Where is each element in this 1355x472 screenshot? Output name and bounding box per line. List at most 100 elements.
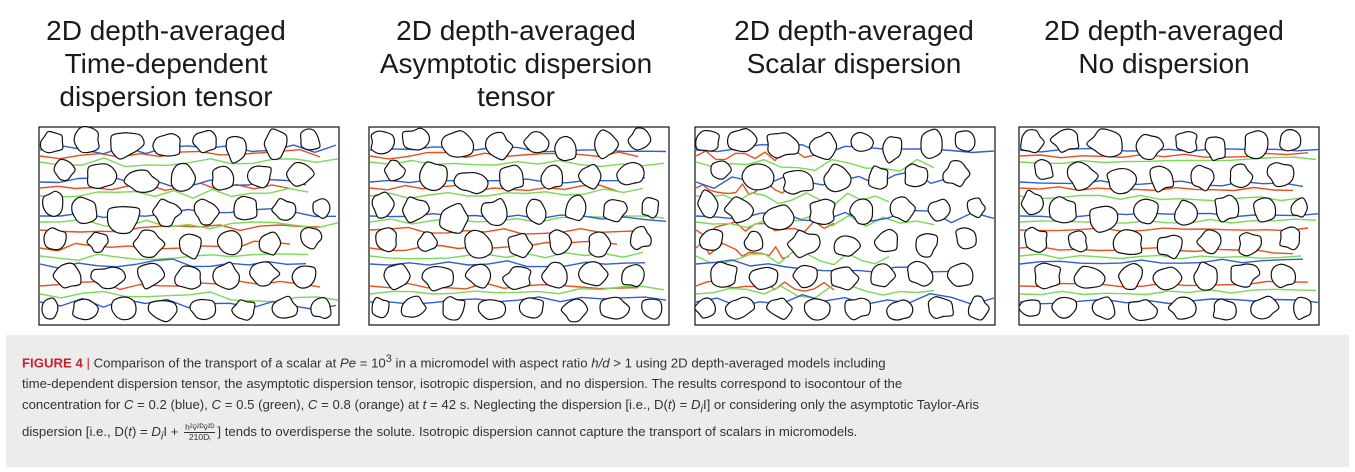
grain <box>375 227 397 253</box>
grain <box>291 265 317 289</box>
grain <box>1106 168 1138 195</box>
caption-math: t <box>128 424 132 440</box>
caption-line-4: dispersion [i.e., D(t) = DiI + h²v̄²ᴰv̄²… <box>22 421 1337 448</box>
grain <box>440 130 475 158</box>
grain <box>748 266 779 291</box>
grain <box>1048 196 1077 224</box>
grain <box>178 233 202 260</box>
grain <box>946 262 974 288</box>
caption-text: = 10 <box>356 355 386 371</box>
grain <box>72 298 99 321</box>
caption-math: D <box>151 424 161 440</box>
orange-isocontour <box>39 240 291 252</box>
grain <box>577 163 602 190</box>
grain <box>189 298 217 321</box>
grain <box>1230 263 1261 288</box>
grain <box>383 159 406 182</box>
fraction-denominator: 210Dᵢ <box>188 432 211 443</box>
grain <box>371 191 395 219</box>
grain <box>192 129 217 154</box>
grain <box>873 228 899 253</box>
grain <box>967 295 990 321</box>
grain <box>484 131 514 161</box>
green-isocontour <box>695 192 890 206</box>
grain <box>1250 295 1280 320</box>
grain <box>710 261 738 288</box>
grain <box>1018 299 1041 317</box>
grain <box>602 199 628 223</box>
grain <box>1279 129 1302 152</box>
grain <box>1253 197 1277 223</box>
grain <box>480 197 508 227</box>
grain <box>697 189 719 219</box>
panel-title-3: 2D depth-averaged Scalar dispersion <box>694 14 1014 80</box>
green-isocontour <box>1019 156 1317 165</box>
grain <box>920 128 943 160</box>
grain <box>1229 163 1254 188</box>
grain <box>43 227 67 251</box>
green-isocontour <box>39 253 309 261</box>
blue-isocontour <box>695 259 950 273</box>
grain <box>1266 162 1295 188</box>
caption-math: D <box>690 397 701 413</box>
grain <box>110 132 145 160</box>
figure-caption: FIGURE 4 | Comparison of the transport o… <box>22 349 1337 448</box>
grain <box>641 196 660 219</box>
grain <box>86 163 118 190</box>
grain <box>312 198 331 220</box>
title-line: 2D depth-averaged <box>1044 15 1284 46</box>
orange-isocontour <box>369 240 618 252</box>
grain <box>787 229 821 259</box>
grain <box>271 295 299 319</box>
green-isocontour <box>695 158 935 172</box>
grain <box>147 299 178 323</box>
green-isocontour <box>369 159 665 168</box>
grain <box>421 265 455 292</box>
grain <box>258 231 282 256</box>
micromodel-frame <box>694 126 996 326</box>
orange-isocontour <box>39 182 291 191</box>
grain <box>193 198 220 226</box>
grain <box>401 127 431 151</box>
title-line: tensor <box>477 81 555 112</box>
grain <box>132 229 166 259</box>
grain <box>1214 194 1240 223</box>
grain <box>53 158 76 182</box>
grain <box>216 230 243 256</box>
grain <box>86 231 109 254</box>
grain <box>1156 234 1183 260</box>
grain <box>698 228 724 251</box>
grain <box>564 194 587 222</box>
green-isocontour <box>39 157 339 168</box>
caption-math: i <box>700 404 703 417</box>
grain <box>741 163 775 191</box>
caption-line-2: time-dependent dispersion tensor, the as… <box>22 373 1337 394</box>
caption-text: = 42 s. Neglecting the dispersion [i.e.,… <box>426 397 668 413</box>
micromodel-frame <box>368 126 670 326</box>
caption-math: C <box>211 397 222 413</box>
grain <box>438 202 469 234</box>
grain <box>599 296 631 320</box>
grain <box>499 164 525 192</box>
grain <box>225 135 247 164</box>
grain <box>1127 299 1158 322</box>
grain <box>41 297 59 320</box>
grain <box>1290 197 1308 218</box>
grain <box>231 299 256 321</box>
title-line: 2D depth-averaged <box>396 15 636 46</box>
grain <box>762 204 795 231</box>
blue-isocontour <box>1019 258 1304 265</box>
caption-text: time-dependent dispersion tensor, the as… <box>22 376 903 392</box>
grain <box>523 131 550 154</box>
grain <box>641 298 663 320</box>
grain <box>1149 165 1175 193</box>
caption-box: FIGURE 4 | Comparison of the transport o… <box>6 335 1349 467</box>
grain <box>1279 226 1301 251</box>
grain <box>1112 229 1143 256</box>
grain <box>1024 226 1048 253</box>
grain <box>889 196 916 223</box>
grain <box>106 206 141 235</box>
caption-line-1: FIGURE 4 | Comparison of the transport o… <box>22 349 1337 373</box>
grain <box>765 297 793 320</box>
grain <box>554 135 577 162</box>
